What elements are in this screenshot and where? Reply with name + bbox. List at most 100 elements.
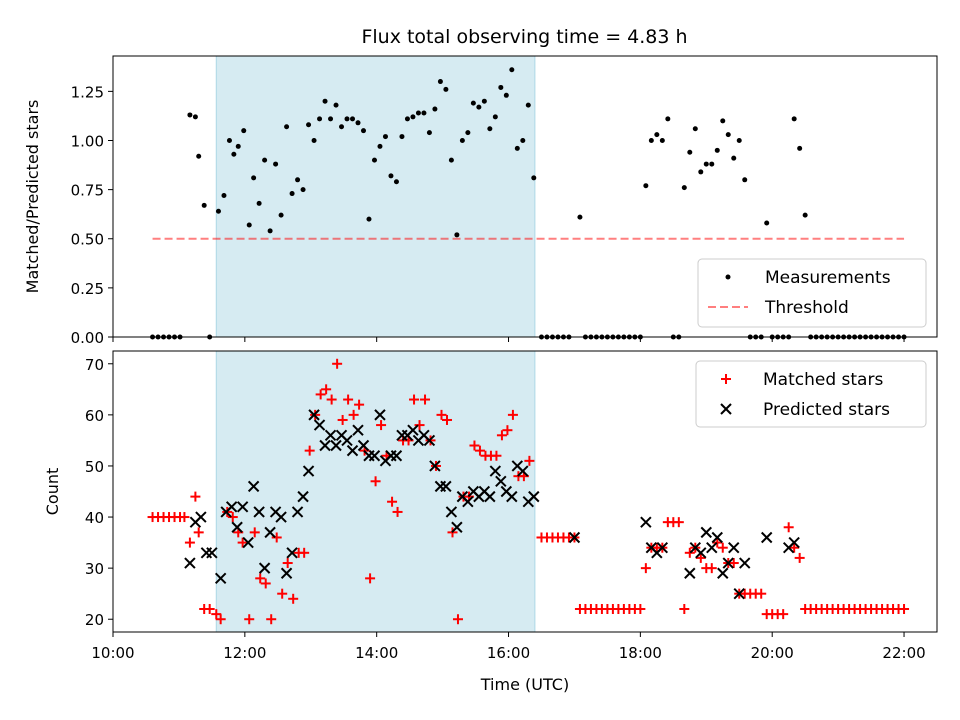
x-tick-label: 16:00 bbox=[487, 644, 530, 662]
predicted-point bbox=[760, 531, 773, 544]
measurement-point bbox=[437, 79, 443, 85]
measurement-point bbox=[802, 212, 808, 218]
measurement-point bbox=[714, 147, 720, 153]
measurement-point bbox=[377, 143, 383, 149]
matched-point bbox=[728, 558, 739, 569]
measurement-point bbox=[470, 100, 476, 106]
measurement-point bbox=[226, 137, 232, 143]
matched-point bbox=[227, 512, 238, 523]
measurement-point bbox=[235, 143, 241, 149]
matched-point bbox=[640, 563, 651, 574]
legend-matched-label: Matched stars bbox=[763, 370, 883, 390]
legend-predicted-label: Predicted stars bbox=[763, 400, 890, 420]
measurement-point bbox=[344, 116, 350, 122]
matched-point bbox=[260, 578, 271, 589]
matched-point bbox=[184, 537, 195, 548]
y-tick-label: 20 bbox=[85, 611, 104, 629]
measurement-point bbox=[687, 149, 693, 155]
predicted-point bbox=[280, 567, 293, 579]
matched-point bbox=[299, 547, 310, 558]
measurement-point bbox=[267, 228, 273, 234]
matched-point bbox=[193, 527, 204, 538]
measurement-point bbox=[393, 179, 399, 185]
matched-point bbox=[244, 614, 255, 625]
measurement-point bbox=[531, 175, 537, 181]
measurement-point bbox=[355, 120, 361, 126]
predicted-point bbox=[253, 506, 265, 518]
matched-point bbox=[179, 512, 190, 523]
predicted-point bbox=[489, 465, 502, 477]
measurement-point bbox=[731, 155, 737, 161]
measurement-point bbox=[415, 110, 421, 116]
measurement-point bbox=[520, 137, 526, 143]
predicted-point bbox=[506, 490, 518, 503]
y-tick-label: 0.50 bbox=[71, 231, 104, 249]
matched-point bbox=[211, 609, 222, 620]
predicted-point bbox=[264, 526, 276, 539]
legend-box bbox=[695, 360, 927, 428]
measurement-point bbox=[665, 116, 671, 122]
measurement-point bbox=[742, 177, 748, 183]
predicted-point bbox=[440, 480, 452, 493]
matched-point bbox=[255, 573, 266, 584]
matched-point bbox=[717, 542, 728, 553]
predicted-point bbox=[706, 541, 718, 554]
matched-point bbox=[354, 399, 365, 410]
measurement-point bbox=[448, 157, 454, 163]
matched-point bbox=[778, 609, 789, 620]
predicted-point bbox=[495, 475, 507, 487]
measurement-point bbox=[187, 112, 193, 118]
legend: Measurements Threshold bbox=[697, 258, 927, 328]
measurement-point bbox=[648, 137, 654, 143]
matched-point bbox=[507, 409, 518, 420]
measurement-point bbox=[371, 157, 377, 163]
matched-point bbox=[321, 384, 332, 395]
legend-predicted-marker bbox=[720, 403, 732, 415]
axes-frame bbox=[112, 55, 938, 338]
predicted-point bbox=[236, 501, 249, 513]
matched-point bbox=[376, 420, 387, 431]
measurement-point bbox=[503, 92, 509, 98]
measurement-point bbox=[311, 137, 317, 143]
measurement-point bbox=[382, 134, 388, 140]
y-tick-label: 0.25 bbox=[71, 280, 104, 298]
predicted-point bbox=[462, 496, 474, 508]
matched-point bbox=[420, 394, 431, 405]
measurement-point bbox=[322, 98, 328, 104]
matched-point bbox=[673, 517, 684, 528]
measurement-point bbox=[681, 185, 687, 191]
measurement-point bbox=[399, 134, 405, 140]
measurement-point bbox=[339, 124, 345, 130]
y-tick-label: 70 bbox=[85, 356, 104, 374]
predicted-point bbox=[231, 521, 243, 533]
top-axes: 0.00 0.25 0.50 0.75 1.00 1.25 Matched/Predicte… bbox=[23, 55, 938, 347]
x-tick-label: 20:00 bbox=[751, 644, 794, 662]
measurement-point bbox=[196, 153, 202, 159]
matched-point bbox=[237, 537, 248, 548]
matched-point bbox=[502, 425, 513, 436]
predicted-point bbox=[407, 424, 419, 436]
predicted-point bbox=[247, 480, 260, 493]
x-tick-label: 18:00 bbox=[619, 644, 662, 662]
measurement-point bbox=[388, 173, 394, 179]
measurement-point bbox=[300, 187, 306, 193]
measurement-point bbox=[577, 214, 583, 220]
matched-point bbox=[436, 409, 447, 420]
measurement-point bbox=[443, 86, 449, 92]
matched-point bbox=[326, 394, 337, 405]
y-axis-label: Count bbox=[43, 468, 62, 516]
measurement-point bbox=[328, 116, 334, 122]
measurement-point bbox=[797, 145, 803, 151]
predicted-point bbox=[302, 465, 315, 477]
measurement-point bbox=[262, 157, 268, 163]
predicted-point bbox=[200, 547, 213, 559]
measurement-point bbox=[426, 130, 432, 136]
predicted-point bbox=[313, 419, 326, 431]
measurement-point bbox=[366, 216, 372, 222]
y-tick-label: 30 bbox=[85, 560, 104, 578]
measurement-point bbox=[273, 161, 279, 167]
predicted-point bbox=[346, 444, 359, 457]
predicted-point bbox=[684, 567, 696, 579]
measurement-point bbox=[643, 183, 649, 189]
